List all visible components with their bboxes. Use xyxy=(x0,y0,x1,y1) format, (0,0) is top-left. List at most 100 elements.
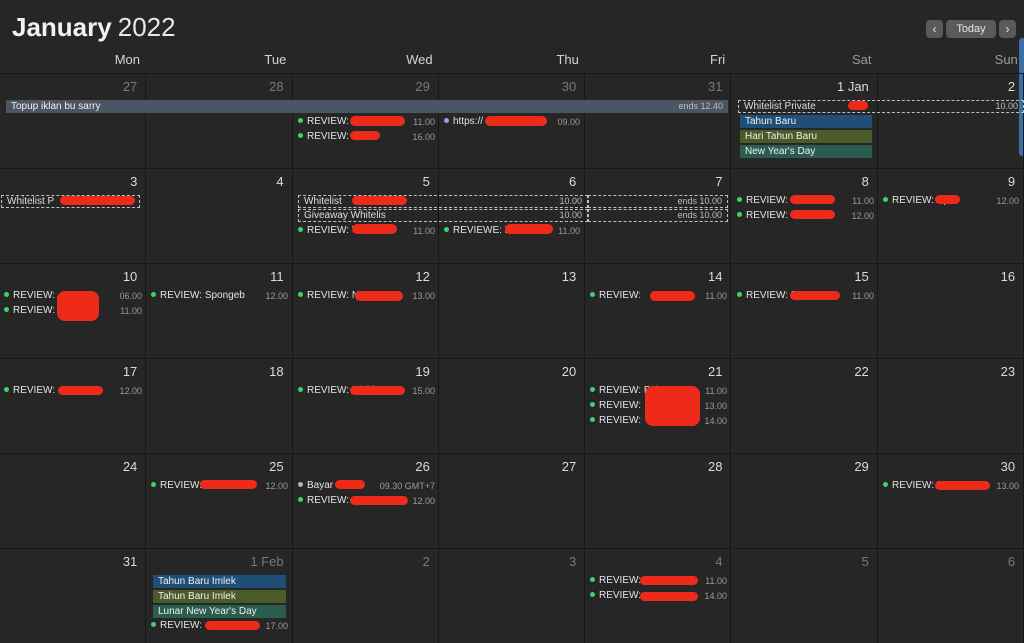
calendar-event[interactable]: Bayar OC 09.30 GMT+7 xyxy=(298,479,435,493)
day-cell[interactable]: 31 xyxy=(0,548,147,643)
spanning-event[interactable]: ends 10.00 xyxy=(588,209,728,222)
day-cell[interactable]: 23 xyxy=(877,358,1024,453)
spanning-event[interactable]: ends 10.00 xyxy=(588,195,728,208)
day-cell[interactable]: 27 xyxy=(0,73,147,168)
day-cell[interactable]: 10 xyxy=(0,263,147,358)
day-cell[interactable]: 28 xyxy=(146,73,293,168)
calendar-dot-icon xyxy=(590,417,595,422)
calendar-event[interactable]: REVIEW: 11.00 xyxy=(4,304,142,318)
calendar-event[interactable]: REVIEW: 16.00 xyxy=(298,130,435,144)
day-cell[interactable]: 1 Feb xyxy=(146,548,293,643)
calendar-event[interactable]: REVIEW: M 12.00 xyxy=(737,209,874,223)
day-cell[interactable]: 17 xyxy=(0,358,147,453)
calendar-event[interactable]: REVIEW: V 11.00 xyxy=(298,224,435,238)
day-cell[interactable]: 28 xyxy=(585,453,732,548)
day-cell[interactable]: 4 xyxy=(146,168,293,263)
calendar-event[interactable]: REVIEW: 11.00 xyxy=(590,574,727,588)
spanning-event[interactable]: Topup iklan bu sarry ends 12.40 xyxy=(6,100,728,113)
day-cell[interactable]: 31 xyxy=(585,73,732,168)
day-cell[interactable]: 20 xyxy=(438,358,586,453)
calendar-event[interactable]: REVIEW: Sp 12.00 xyxy=(883,194,1019,208)
calendar-event[interactable]: REVIEW: 14.00 xyxy=(590,589,727,603)
holiday-event[interactable]: Tahun Baru Imlek xyxy=(153,590,286,603)
redaction-mark xyxy=(935,481,990,490)
day-cell[interactable]: 27 xyxy=(438,453,586,548)
chevron-right-icon[interactable]: › xyxy=(999,20,1016,38)
calendar-event[interactable]: REVIEW: Baby 11.00 xyxy=(590,384,727,398)
day-cell[interactable]: 3 xyxy=(0,168,147,263)
day-cell[interactable]: 9 xyxy=(877,168,1024,263)
calendar-event[interactable]: REVIEW: 11.00 xyxy=(590,289,727,303)
calendar-event[interactable]: REVIEW: Diablo 15.00 xyxy=(298,384,435,398)
calendar-event[interactable]: REVIEW: N 13.00 xyxy=(298,289,435,303)
today-button[interactable]: Today xyxy=(946,20,996,38)
day-cell[interactable]: 18 xyxy=(146,358,293,453)
day-cell[interactable]: 13 xyxy=(438,263,586,358)
day-number: 13 xyxy=(561,269,577,284)
day-cell[interactable]: 2 xyxy=(877,73,1024,168)
event-title: Topup iklan bu sarry xyxy=(11,101,101,112)
day-cell[interactable]: 7 xyxy=(585,168,732,263)
event-time: 12.00 xyxy=(851,211,874,221)
day-number: 15 xyxy=(854,269,869,284)
event-title: REVIEW: M xyxy=(746,210,800,221)
day-cell[interactable]: 4 xyxy=(585,548,732,643)
event-title: REVIEW: xyxy=(599,290,642,301)
day-cell[interactable]: 3 xyxy=(438,548,586,643)
calendar-event[interactable]: REVIEW: A 12.00 xyxy=(298,494,435,508)
holiday-event[interactable]: New Year's Day xyxy=(740,145,872,158)
event-time: 14.00 xyxy=(704,416,727,426)
event-time: 13.00 xyxy=(704,401,727,411)
day-cell[interactable]: 25 xyxy=(146,453,293,548)
day-cell[interactable]: 29 xyxy=(731,453,878,548)
day-cell[interactable]: 5 xyxy=(292,168,439,263)
redaction-mark xyxy=(350,386,405,395)
calendar-event[interactable]: REVIEW: DOO 11.00 xyxy=(737,289,874,303)
calendar-event[interactable]: REVIEW: 12.00 xyxy=(4,384,142,398)
calendar-event[interactable]: REVIEW: Ja 11.00 xyxy=(298,115,435,129)
calendar-event[interactable]: REVIEW: 11.00 xyxy=(737,194,874,208)
day-cell[interactable]: 30 xyxy=(877,453,1024,548)
day-cell[interactable]: 29 xyxy=(292,73,439,168)
day-cell[interactable]: 14 xyxy=(585,263,732,358)
day-cell[interactable]: 19 xyxy=(292,358,439,453)
day-cell[interactable]: 30 xyxy=(438,73,586,168)
day-cell[interactable]: 26 xyxy=(292,453,439,548)
day-number: 5 xyxy=(422,174,430,189)
spanning-event[interactable]: Whitelist 10.00 xyxy=(298,195,588,208)
calendar-event[interactable]: REVIEW: 17.00 xyxy=(151,619,288,633)
redaction-mark xyxy=(650,291,695,301)
holiday-event[interactable]: Tahun Baru Imlek xyxy=(153,575,286,588)
day-cell[interactable]: 11 xyxy=(146,263,293,358)
day-cell[interactable]: 1 Jan xyxy=(731,73,878,168)
event-title: Lunar New Year's Day xyxy=(158,606,257,617)
calendar-event[interactable]: REVIEW: Spongeb 12.00 xyxy=(151,289,288,303)
calendar-event[interactable]: REVIEWE: P 11.00 xyxy=(444,224,580,238)
day-cell[interactable]: 21 xyxy=(585,358,732,453)
day-cell[interactable]: 15 xyxy=(731,263,878,358)
calendar-event[interactable]: REVIEW: 06.00 xyxy=(4,289,142,303)
day-number: 3 xyxy=(130,174,138,189)
day-cell[interactable]: 5 xyxy=(731,548,878,643)
day-cell[interactable]: 24 xyxy=(0,453,147,548)
calendar-event[interactable]: REVIEW: 14.00 xyxy=(590,414,727,428)
holiday-event[interactable]: Lunar New Year's Day xyxy=(153,605,286,618)
day-cell[interactable]: 2 xyxy=(292,548,439,643)
calendar-event[interactable]: REVIEW:C 12.00 xyxy=(151,479,288,493)
calendar-event[interactable]: REVIEW: P 13.00 xyxy=(883,479,1019,493)
holiday-event[interactable]: Hari Tahun Baru xyxy=(740,130,872,143)
chevron-left-icon[interactable]: ‹ xyxy=(926,20,943,38)
redaction-mark xyxy=(640,592,698,601)
day-cell[interactable]: 8 xyxy=(731,168,878,263)
holiday-event[interactable]: Tahun Baru xyxy=(740,115,872,128)
calendar-event[interactable]: REVIEW: 13.00 xyxy=(590,399,727,413)
day-cell[interactable]: 6 xyxy=(877,548,1024,643)
scroll-indicator[interactable] xyxy=(1019,38,1024,156)
day-cell[interactable]: 12 xyxy=(292,263,439,358)
day-cell[interactable]: 16 xyxy=(877,263,1024,358)
spanning-event[interactable]: Whitelist Private 10.00 xyxy=(738,100,1024,113)
calendar-event[interactable]: https:// 09.00 xyxy=(444,115,580,129)
day-cell[interactable]: 22 xyxy=(731,358,878,453)
spanning-event[interactable]: Giveaway Whitelis 10.00 xyxy=(298,209,588,222)
day-cell[interactable]: 6 xyxy=(438,168,586,263)
